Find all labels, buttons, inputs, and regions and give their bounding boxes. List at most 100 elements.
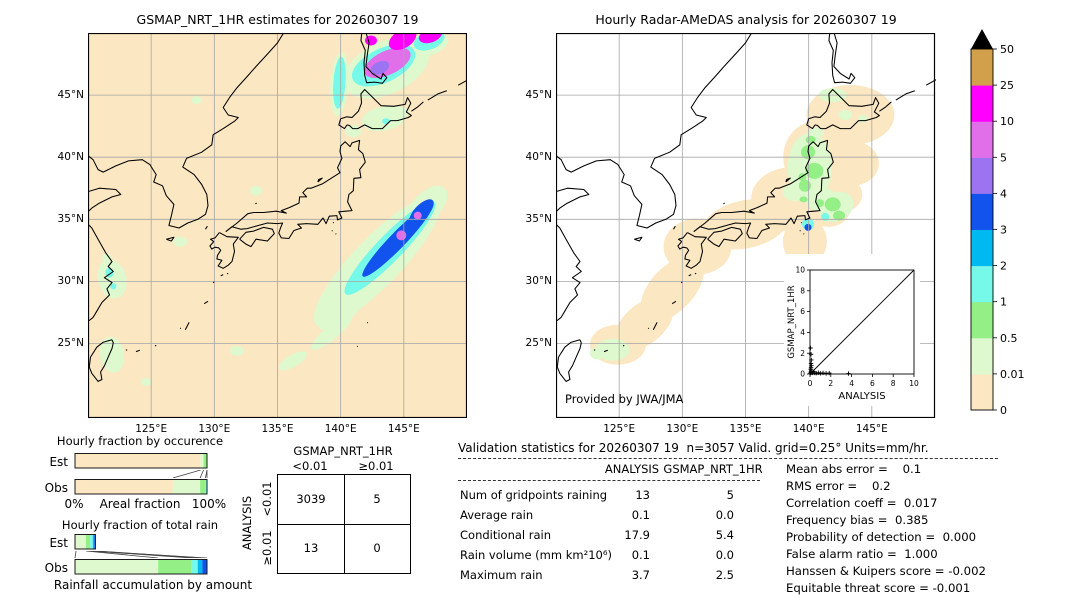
right-map-canvas: 00 2 2 4 4 6 6 8 8 10 10 ANALYSIS GSMAP_NRT_1HR: [554, 30, 937, 419]
totalrain-chart-title: Hourly fraction of total rain: [61, 518, 219, 532]
contingency-cell-11: 0: [373, 541, 381, 555]
score-line: Hanssen & Kuipers score = -0.002: [786, 564, 986, 578]
colorbar-canvas: 0 0.01 0.5 1 2 3 4 5 10 25 50: [970, 29, 1025, 417]
inset-x-tick: 10: [909, 379, 919, 388]
y-tick-label: 40°N: [57, 151, 84, 164]
y-tick-label: 45°N: [525, 89, 552, 102]
y-tick-label: 35°N: [525, 213, 552, 226]
score-line: Frequency bias = 0.385: [786, 513, 929, 527]
x-tick-label: 130°E: [198, 423, 231, 435]
contingency-cell-01: 5: [373, 492, 381, 506]
left-map: [86, 27, 469, 422]
colorbar: 0 0.01 0.5 1 2 3 4 5 10 25 50: [966, 20, 1036, 426]
stat-analysis-value: 3.7: [631, 568, 650, 582]
contingency-cell-10: 13: [303, 541, 319, 555]
stat-gsmap-value: 5: [726, 488, 734, 502]
inset-y-tick: 6: [800, 307, 805, 316]
y-tick-label: 30°N: [57, 275, 84, 288]
totalrain-obs-label: Obs: [44, 561, 68, 575]
occurrence-connectors: [172, 470, 208, 478]
colorbar-level-label: 4: [1000, 187, 1007, 200]
colorbar-level-label: 0: [1000, 404, 1007, 417]
stat-analysis-value: 13: [635, 488, 650, 502]
validation-header-rule: [458, 480, 760, 481]
precip-layer: [589, 85, 895, 365]
x-tick-label: 125°E: [603, 423, 636, 435]
inset-points: [808, 345, 851, 376]
validation-stats: Validation statistics for 20260307 19 n=…: [458, 440, 998, 590]
score-line: Mean abs error = 0.1: [786, 462, 922, 476]
occurrence-est-label: Est: [49, 455, 68, 469]
y-tick-label: 45°N: [57, 89, 84, 102]
inset-y-tick: 4: [800, 328, 805, 337]
totalrain-connectors: [74, 551, 208, 558]
stat-row-label: Rain volume (mm km²10⁶): [460, 548, 612, 562]
inset-y-label: GSMAP_NRT_1HR: [787, 285, 797, 358]
coastline-layer: [86, 30, 469, 382]
colorbar-level-label: 5: [1000, 151, 1007, 164]
y-tick-label: 25°N: [525, 337, 552, 350]
occurrence-est-bar: [74, 453, 208, 469]
stat-row-label: Conditional rain: [460, 528, 552, 542]
inset-y-tick: 0: [800, 370, 805, 379]
contingency-table: GSMAP_NRT_1HR <0.01 ≥0.01 3039 5 13 0 AN…: [238, 438, 418, 588]
occurrence-obs-label: Obs: [44, 481, 68, 495]
validation-rows: Num of gridpoints raining 13 5 Average rain…: [458, 488, 778, 590]
precip-layer: [97, 27, 449, 386]
contingency-col-label-1: ≥0.01: [358, 459, 394, 473]
x-tick-label: 145°E: [855, 423, 888, 435]
inset-x-tick: 0: [808, 379, 813, 388]
stat-row-label: Maximum rain: [460, 568, 543, 582]
y-tick-label: 35°N: [57, 213, 84, 226]
x-tick-label: 145°E: [387, 423, 420, 435]
x-tick-label: 135°E: [261, 423, 294, 435]
stat-gsmap-value: 0.0: [715, 548, 734, 562]
x-tick-label: 140°E: [792, 423, 825, 435]
inset-x-tick: 2: [828, 379, 833, 388]
contingency-row-label-1: ≥0.01: [260, 530, 274, 566]
contingency-grid: 3039 5 13 0: [277, 474, 411, 574]
contingency-col-header: GSMAP_NRT_1HR: [293, 444, 393, 458]
score-line: RMS error = 0.2: [786, 479, 891, 493]
occurrence-x-label: Areal fraction: [99, 497, 181, 511]
inset-scatter: 00 2 2 4 4 6 6 8 8 10 10 ANALYSIS GSMAP_NRT_1HR: [784, 254, 920, 406]
x-tick-label: 130°E: [666, 423, 699, 435]
left-map-title: GSMAP_NRT_1HR estimates for 20260307 19: [136, 12, 419, 27]
stat-row-label: Average rain: [460, 508, 534, 522]
inset-x-tick: 4: [849, 379, 854, 388]
stat-row-label: Num of gridpoints raining: [460, 488, 608, 502]
score-line: Equitable threat score = -0.001: [786, 581, 971, 595]
score-line: Correlation coeff = 0.017: [786, 496, 938, 510]
map-credit: Provided by JWA/JMA: [565, 392, 684, 406]
totalrain-x-label: Rainfall accumulation by amount: [53, 578, 253, 592]
y-tick-label: 30°N: [525, 275, 552, 288]
inset-y-tick: 8: [800, 286, 805, 295]
contingency-cell-00: 3039: [296, 492, 326, 506]
occurrence-chart-title: Hourly fraction by occurence: [56, 434, 224, 448]
inset-x-label: ANALYSIS: [838, 391, 885, 402]
totalrain-est-label: Est: [49, 536, 68, 550]
right-map-title: Hourly Radar-AMeDAS analysis for 2026030…: [595, 12, 897, 27]
stat-gsmap-value: 5.4: [715, 528, 734, 542]
y-tick-label: 25°N: [57, 337, 84, 350]
totalrain-obs-bar: [74, 559, 208, 575]
occurrence-obs-bar: [74, 479, 208, 495]
inset-y-tick: 2: [800, 349, 805, 358]
colorbar-level-label: 3: [1000, 224, 1007, 237]
colorbar-level-label: 0.01: [1000, 368, 1025, 381]
left-map-canvas: [86, 27, 469, 419]
occurrence-x-max: 100%: [191, 497, 227, 511]
stat-analysis-value: 0.1: [631, 548, 650, 562]
stat-analysis-value: 17.9: [624, 528, 650, 542]
x-tick-label: 125°E: [135, 423, 168, 435]
grid-layer: [88, 33, 467, 418]
score-line: False alarm ratio = 1.000: [786, 547, 938, 561]
inset-y-tick: 10: [795, 266, 805, 275]
contingency-hline: [278, 524, 410, 525]
colorbar-level-label: 2: [1000, 260, 1007, 273]
colorbar-level-label: 25: [1000, 79, 1014, 92]
colorbar-level-label: 1: [1000, 296, 1007, 309]
occurrence-x-min: 0%: [64, 497, 84, 511]
stat-gsmap-value: 2.5: [715, 568, 734, 582]
